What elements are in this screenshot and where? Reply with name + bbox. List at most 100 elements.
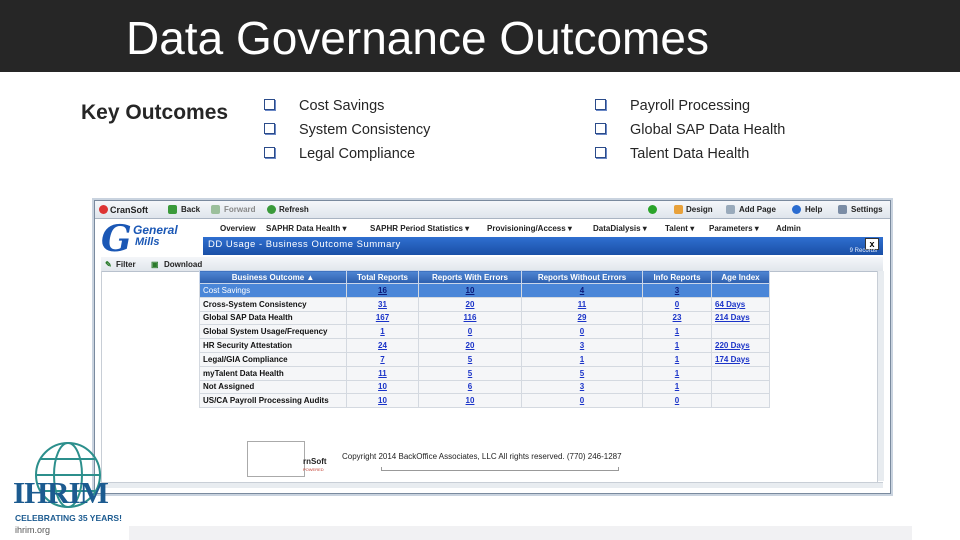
cransoft-logo-icon [99, 205, 108, 214]
refresh-button[interactable]: Refresh [279, 205, 309, 214]
reports-without-errors-link[interactable]: 11 [577, 299, 587, 309]
help-icon[interactable] [792, 205, 801, 214]
reports-without-errors-link[interactable]: 0 [579, 327, 585, 337]
nav-item-provisioning-access[interactable]: Provisioning/Access ▾ [487, 224, 572, 233]
design-button[interactable]: Design [686, 205, 713, 214]
info-reports-link[interactable]: 1 [674, 341, 680, 351]
add-page-icon[interactable] [726, 205, 735, 214]
total-reports-link[interactable]: 1 [380, 327, 385, 337]
table-row[interactable]: Not Assigned 10 6 3 1 [199, 379, 770, 395]
info-reports-link[interactable]: 23 [672, 313, 682, 323]
add-page-button[interactable]: Add Page [739, 205, 776, 214]
total-reports-link[interactable]: 7 [380, 354, 385, 364]
info-reports-link[interactable]: 0 [674, 396, 680, 406]
column-header-business-outcome[interactable]: Business Outcome ▲ [199, 270, 347, 284]
filter-button[interactable]: Filter [116, 260, 136, 269]
info-reports-link[interactable]: 1 [674, 368, 680, 378]
reports-without-errors-link[interactable]: 1 [579, 354, 585, 364]
reports-with-errors-link[interactable]: 5 [467, 368, 473, 378]
reports-without-errors-link[interactable]: 0 [579, 396, 585, 406]
table-row[interactable]: HR Security Attestation 24 20 3 1 220 Da… [199, 338, 770, 353]
info-reports-link[interactable]: 3 [674, 285, 680, 295]
reports-with-errors-link[interactable]: 10 [465, 285, 475, 295]
settings-button[interactable]: Settings [851, 205, 883, 214]
download-icon[interactable]: ▣ [151, 260, 159, 269]
total-reports-link[interactable]: 11 [378, 368, 387, 378]
back-button[interactable]: Back [181, 205, 201, 214]
table-row[interactable]: myTalent Data Health 11 5 5 1 [199, 365, 770, 381]
outcome-cell: myTalent Data Health [199, 365, 347, 381]
nav-item-overview[interactable]: Overview [220, 224, 256, 233]
title-bar: Data Governance Outcomes [0, 0, 960, 72]
bullet-text: Cost Savings [299, 98, 385, 114]
column-header-reports-with-errors[interactable]: Reports With Errors [418, 270, 522, 284]
help-button[interactable]: Help [805, 205, 823, 214]
age-index-link[interactable]: 214 Days [715, 313, 750, 323]
age-index-link[interactable]: 64 Days [715, 299, 746, 309]
reports-without-errors-link[interactable]: 4 [579, 285, 585, 295]
checkbox-bullet-icon [264, 147, 275, 158]
info-reports-link[interactable]: 1 [674, 354, 680, 364]
status-dot-icon [648, 205, 657, 214]
age-index-link[interactable]: 220 Days [715, 341, 750, 351]
table-row[interactable]: US/CA Payroll Processing Audits 10 10 0 … [199, 393, 770, 409]
total-reports-link[interactable]: 24 [378, 341, 387, 351]
total-reports-link[interactable]: 10 [378, 396, 387, 406]
bullet-list-left: Cost Savings System Consistency Legal Co… [264, 96, 430, 168]
copyright-text: Copyright 2014 BackOffice Associates, LL… [342, 452, 622, 461]
reports-with-errors-link[interactable]: 6 [467, 382, 473, 392]
column-header-info-reports[interactable]: Info Reports [642, 270, 712, 284]
refresh-icon[interactable] [267, 205, 276, 214]
download-button[interactable]: Download [164, 260, 203, 269]
logo-text-line1: General [133, 223, 178, 237]
age-index-link[interactable]: 174 Days [715, 354, 750, 364]
horizontal-scrollbar[interactable] [101, 482, 883, 488]
ihrim-url: ihrim.org [15, 525, 51, 535]
table-row[interactable]: Global System Usage/Frequency 1 0 0 1 [199, 324, 770, 340]
key-outcomes-label: Key Outcomes [81, 101, 229, 124]
back-arrow-icon[interactable] [168, 205, 177, 214]
reports-with-errors-link[interactable]: 10 [465, 396, 475, 406]
reports-without-errors-link[interactable]: 29 [577, 313, 587, 323]
nav-item-parameters[interactable]: Parameters ▾ [709, 224, 759, 233]
forward-button[interactable]: Forward [224, 205, 256, 214]
table-row[interactable]: Cross-System Consistency 31 20 11 0 64 D… [199, 296, 770, 312]
checkbox-bullet-icon [264, 123, 275, 134]
nav-item-talent[interactable]: Talent ▾ [665, 224, 695, 233]
reports-without-errors-link[interactable]: 3 [579, 341, 585, 351]
info-reports-link[interactable]: 1 [674, 327, 680, 337]
column-header-age-index[interactable]: Age Index [711, 270, 770, 284]
forward-arrow-icon[interactable] [211, 205, 220, 214]
filter-icon[interactable]: ✎ [105, 260, 112, 269]
column-header-reports-without-errors[interactable]: Reports Without Errors [521, 270, 643, 284]
column-header-total-reports[interactable]: Total Reports [346, 270, 419, 284]
reports-without-errors-link[interactable]: 5 [579, 368, 585, 378]
reports-without-errors-link[interactable]: 3 [579, 382, 585, 392]
nav-item-datadialysis[interactable]: DataDialysis ▾ [593, 224, 647, 233]
settings-icon[interactable] [838, 205, 847, 214]
reports-with-errors-link[interactable]: 0 [467, 327, 473, 337]
info-reports-link[interactable]: 1 [674, 382, 680, 392]
nav-item-saphr-period-statistics[interactable]: SAPHR Period Statistics ▾ [370, 224, 470, 233]
outcome-cell: Cross-System Consistency [199, 296, 347, 312]
design-icon[interactable] [674, 205, 683, 214]
table-row[interactable]: Global SAP Data Health 167 116 29 23 214… [199, 310, 770, 326]
reports-with-errors-link[interactable]: 116 [463, 313, 477, 323]
reports-with-errors-link[interactable]: 20 [465, 341, 475, 351]
total-reports-link[interactable]: 31 [378, 299, 387, 309]
nav-item-saphr-data-health[interactable]: SAPHR Data Health ▾ [266, 224, 347, 233]
total-reports-link[interactable]: 16 [378, 285, 387, 295]
info-reports-link[interactable]: 0 [674, 299, 680, 309]
outcome-cell: Cost Savings [199, 283, 347, 298]
total-reports-link[interactable]: 167 [375, 313, 390, 323]
table-row[interactable]: Cost Savings 16 10 4 3 [199, 283, 770, 298]
bullet-text: Global SAP Data Health [630, 122, 786, 138]
reports-with-errors-link[interactable]: 20 [465, 299, 475, 309]
close-icon[interactable]: x [865, 238, 879, 250]
nav-item-admin[interactable]: Admin [776, 224, 801, 233]
table-row[interactable]: Legal/GIA Compliance 7 5 1 1 174 Days [199, 351, 770, 367]
reports-with-errors-link[interactable]: 5 [467, 354, 473, 364]
total-reports-link[interactable]: 10 [378, 382, 387, 392]
vertical-scrollbar[interactable] [877, 271, 884, 481]
record-count: 9 Records [849, 248, 877, 254]
